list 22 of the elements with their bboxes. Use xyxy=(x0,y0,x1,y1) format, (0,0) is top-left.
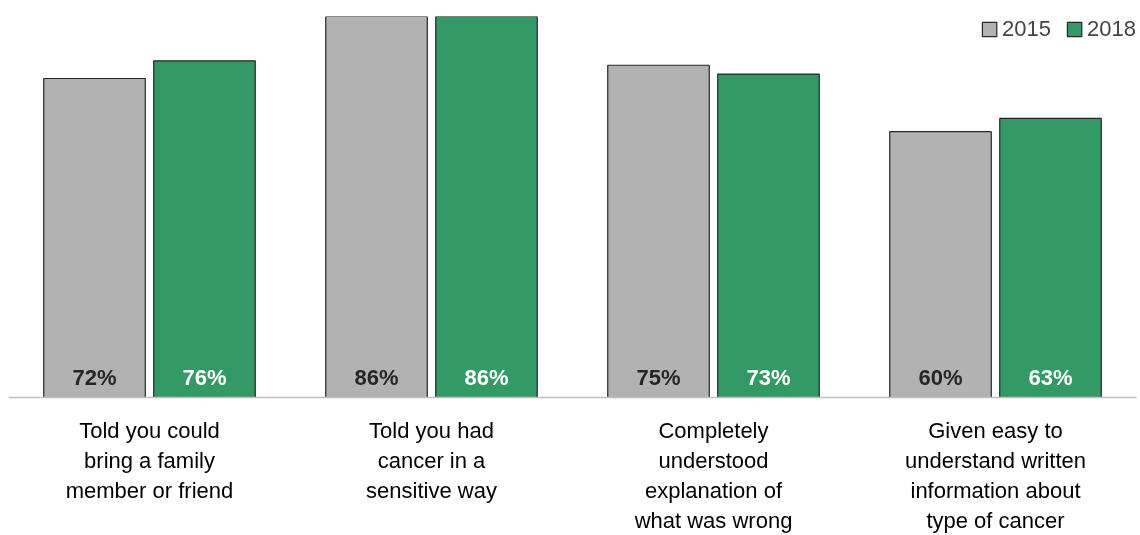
data-label: 86% xyxy=(464,364,509,390)
x-tick-label: Told you could bring a family member or friend xyxy=(65,417,234,503)
data-label: 60% xyxy=(918,364,963,390)
x-tick-label: Told you had cancer in a sensitive way xyxy=(366,417,497,503)
data-label: 86% xyxy=(354,364,399,390)
bar xyxy=(889,131,992,398)
bar xyxy=(717,73,820,398)
x-tick-label: Completely understood explanation of what was wrong xyxy=(633,417,793,533)
x-tick-label: Given easy to understand written information about type of cancer xyxy=(905,417,1086,533)
data-label: 75% xyxy=(636,364,681,390)
bar xyxy=(325,16,428,398)
bar xyxy=(43,77,146,398)
legend-label: 2018 xyxy=(1087,16,1136,42)
data-label: 63% xyxy=(1028,364,1073,390)
data-label: 76% xyxy=(182,364,227,390)
bar xyxy=(999,117,1102,398)
data-label: 73% xyxy=(746,364,791,390)
legend-label: 2015 xyxy=(1002,16,1052,42)
bar xyxy=(607,64,710,398)
bar xyxy=(153,60,256,398)
data-label: 72% xyxy=(72,364,117,390)
bar xyxy=(435,16,538,398)
